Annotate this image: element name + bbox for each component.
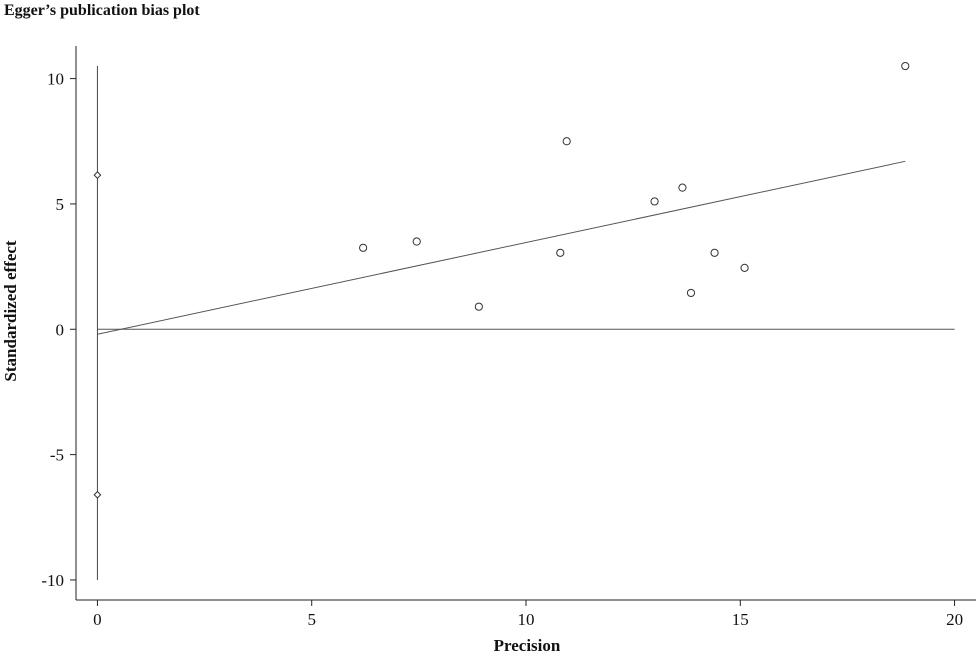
y-tick-label: -5 (50, 446, 64, 465)
data-point (359, 243, 368, 252)
data-point (562, 137, 571, 146)
data-point (678, 183, 687, 192)
axes (70, 46, 976, 606)
marks (93, 61, 910, 499)
regression-line (97, 160, 906, 335)
ci-diamond-marker (93, 171, 102, 180)
y-tick-label: 10 (47, 70, 64, 89)
lines (96, 66, 955, 580)
x-tick-label: 0 (93, 610, 102, 629)
chart-title: Egger’s publication bias plot (4, 2, 200, 19)
x-tick-label: 15 (732, 610, 749, 629)
x-axis-title: Precision (494, 636, 561, 654)
data-point (556, 248, 565, 257)
y-tick-label: 5 (56, 195, 65, 214)
x-tick-label: 10 (518, 610, 535, 629)
x-tick-label: 20 (946, 610, 963, 629)
data-point (740, 263, 749, 272)
x-tick-label: 5 (307, 610, 316, 629)
data-point (710, 248, 719, 257)
data-point (650, 197, 659, 206)
data-point (412, 237, 421, 246)
ci-diamond-marker (93, 490, 102, 499)
data-point (686, 288, 696, 298)
y-tick-label: -10 (41, 571, 64, 590)
labels: 0 5 10 15 20 10 5 0 -5 -10 Precision Standardized e… (1, 70, 963, 654)
y-axis-title: Standardized effect (1, 240, 20, 382)
data-point (474, 302, 483, 311)
y-tick-label: 0 (56, 320, 65, 339)
data-point (901, 61, 910, 71)
